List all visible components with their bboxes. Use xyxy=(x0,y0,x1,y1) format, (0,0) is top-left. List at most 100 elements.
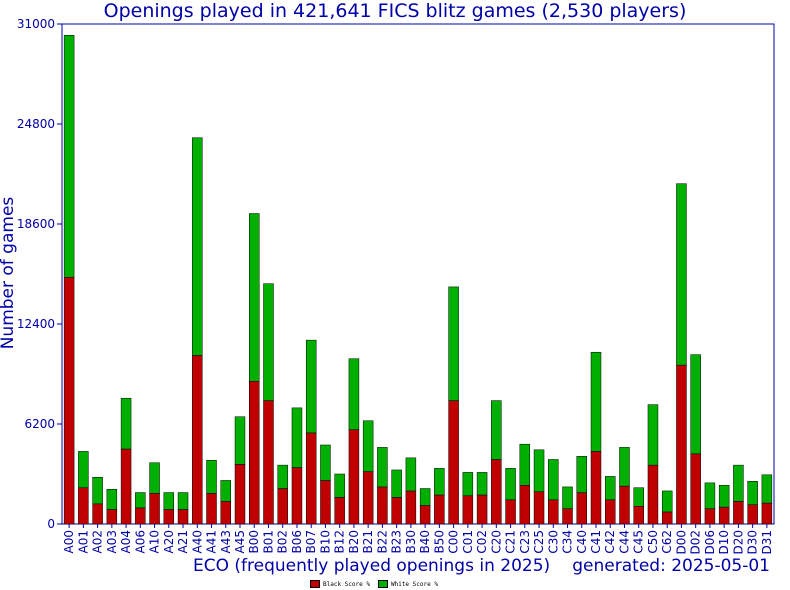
bar-black-C40 xyxy=(576,492,587,525)
bar-white-A06 xyxy=(135,492,146,509)
bar-white-C62 xyxy=(661,490,673,513)
bars xyxy=(63,35,773,525)
x-tick-label: B22 xyxy=(375,530,389,554)
bar-white-C00 xyxy=(448,286,459,401)
bar-black-A45 xyxy=(234,464,246,525)
bar-white-C44 xyxy=(619,447,630,487)
x-tick-label: B00 xyxy=(247,530,261,554)
bar-white-A20 xyxy=(163,492,175,510)
bar-white-A04 xyxy=(120,397,132,450)
bar-black-A03 xyxy=(106,509,118,525)
bar-black-D10 xyxy=(718,506,730,525)
bar-white-D06 xyxy=(704,482,716,509)
x-tick-label: D02 xyxy=(689,530,703,555)
bar-white-A01 xyxy=(78,451,89,488)
bar-white-B01 xyxy=(263,283,274,401)
x-tick-label: B02 xyxy=(276,530,290,554)
bar-black-C00 xyxy=(448,400,459,525)
bar-white-A21 xyxy=(177,492,189,510)
bar-white-C01 xyxy=(462,472,474,497)
x-tick-label: C25 xyxy=(532,530,546,554)
x-tick-label: C02 xyxy=(475,530,489,554)
bar-white-B20 xyxy=(348,358,360,430)
plot-frame xyxy=(61,23,775,525)
bar-black-C34 xyxy=(562,508,573,525)
x-tick-label: C21 xyxy=(504,530,518,554)
bar-white-C21 xyxy=(505,468,516,501)
bar-black-C50 xyxy=(647,464,659,525)
x-tick-label: B30 xyxy=(404,530,418,554)
x-tick-label: A06 xyxy=(133,530,147,553)
bar-black-C23 xyxy=(519,485,531,525)
bar-white-B10 xyxy=(320,444,331,481)
x-tick-label: D10 xyxy=(717,530,731,555)
y-tick-label: 0 xyxy=(47,517,55,531)
x-tick-label: C23 xyxy=(518,530,532,554)
y-tick-label: 24800 xyxy=(17,117,55,131)
bar-white-C41 xyxy=(590,351,602,452)
bar-white-B23 xyxy=(391,469,402,498)
bar-white-D10 xyxy=(718,485,730,508)
x-axis: A00 A01 A02 A03 A04 A06 A10 A20 A21 A40 A41 A43 A45 B… xyxy=(62,524,774,555)
x-tick-label: A43 xyxy=(219,530,233,553)
bar-black-D30 xyxy=(747,504,758,525)
bar-white-B00 xyxy=(249,213,260,382)
bar-black-A06 xyxy=(135,507,146,525)
bar-black-C41 xyxy=(590,451,602,525)
bar-black-D06 xyxy=(704,508,716,525)
y-tick-label: 18600 xyxy=(17,217,55,231)
x-tick-label: C45 xyxy=(632,530,646,554)
bar-black-D02 xyxy=(690,453,701,525)
x-tick-label: B40 xyxy=(418,530,432,554)
bar-white-B30 xyxy=(405,457,417,492)
bar-black-A41 xyxy=(206,493,217,525)
x-tick-label: A03 xyxy=(105,530,119,553)
x-tick-label: C44 xyxy=(617,530,631,554)
bar-black-C30 xyxy=(548,499,559,525)
bar-black-C25 xyxy=(533,491,545,525)
bar-white-B22 xyxy=(377,447,388,488)
x-tick-label: B20 xyxy=(347,530,361,554)
bar-black-C21 xyxy=(505,499,516,525)
legend-swatch-white xyxy=(377,580,388,588)
bar-black-C02 xyxy=(476,494,488,525)
bar-black-B07 xyxy=(305,432,317,525)
x-tick-label: D30 xyxy=(746,530,760,555)
bar-black-A40 xyxy=(192,355,203,525)
legend-label-white: White Score % xyxy=(390,580,438,588)
bar-black-D20 xyxy=(733,501,744,525)
bar-black-A02 xyxy=(92,503,103,525)
bar-black-B06 xyxy=(291,467,303,525)
bar-black-B00 xyxy=(249,381,260,525)
bar-white-C42 xyxy=(605,476,616,501)
generated-date: generated: 2025-05-01 xyxy=(572,556,770,576)
legend-swatch-black xyxy=(310,580,320,588)
x-tick-label: A00 xyxy=(62,530,76,553)
legend-item-white: White Score % xyxy=(377,580,438,588)
bar-white-D00 xyxy=(676,183,687,366)
bar-white-C20 xyxy=(491,400,502,460)
x-tick-label: A10 xyxy=(148,530,162,553)
bar-black-A00 xyxy=(63,276,75,525)
x-tick-label: B21 xyxy=(361,530,375,554)
bar-black-B01 xyxy=(263,400,274,525)
bar-black-A10 xyxy=(149,493,160,525)
x-tick-label: C20 xyxy=(489,530,503,554)
bar-white-C23 xyxy=(519,443,531,486)
x-tick-label: A20 xyxy=(162,530,176,553)
bar-black-B30 xyxy=(405,490,417,525)
y-tick-label: 12400 xyxy=(17,317,55,331)
bar-white-C30 xyxy=(548,459,559,501)
bar-white-D30 xyxy=(747,481,758,505)
bar-black-C62 xyxy=(661,511,673,525)
x-tick-label: C42 xyxy=(603,530,617,554)
bar-black-B22 xyxy=(377,486,388,525)
y-tick-label: 6200 xyxy=(24,417,55,431)
x-tick-label: B10 xyxy=(318,530,332,554)
bar-black-B21 xyxy=(362,471,374,525)
bar-white-B40 xyxy=(419,488,431,506)
x-tick-label: B06 xyxy=(290,530,304,554)
bar-white-C45 xyxy=(633,487,644,507)
x-tick-label: D31 xyxy=(760,530,774,555)
bar-white-A02 xyxy=(92,476,103,505)
